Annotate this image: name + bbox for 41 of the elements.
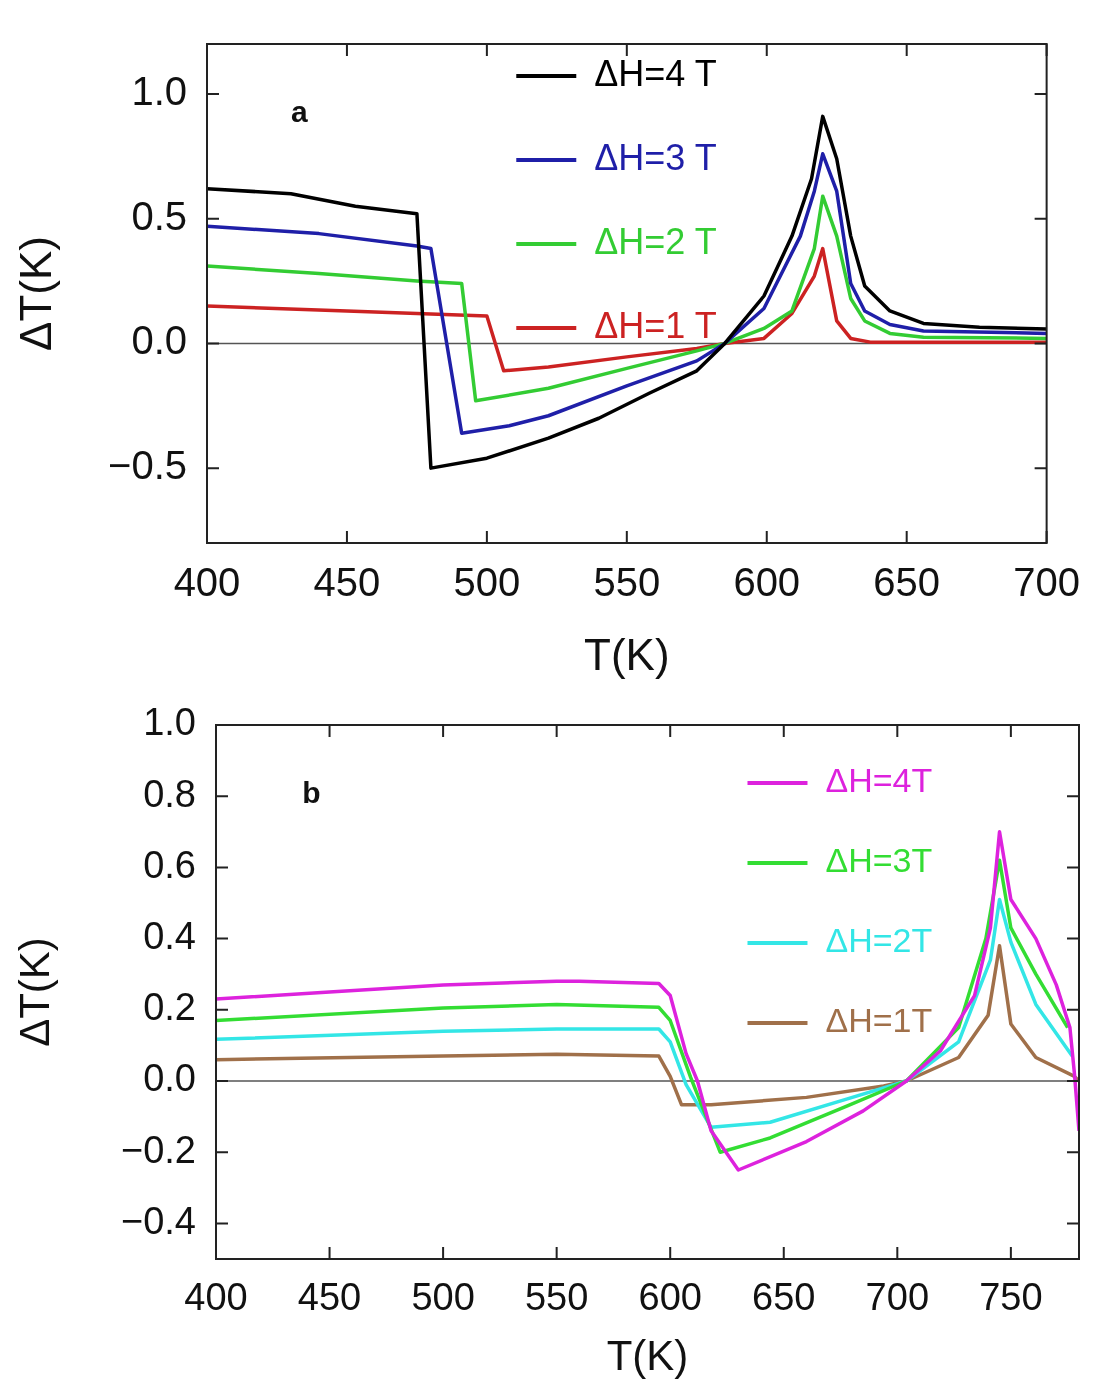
x-tick-label: 400 <box>173 560 241 605</box>
x-axis-title: T(K) <box>606 1332 689 1380</box>
y-axis-title: ΔT(K) <box>10 236 60 351</box>
legend-label: ΔH=3 T <box>594 136 717 178</box>
x-tick-label: 500 <box>453 560 521 605</box>
x-tick-label: 700 <box>1013 560 1081 605</box>
legend-label: ΔH=2T <box>825 921 933 960</box>
x-tick-label: 400 <box>184 1276 248 1319</box>
y-tick-label: 0.0 <box>131 318 187 363</box>
x-tick-label: 750 <box>979 1276 1043 1319</box>
y-tick-label: 1.0 <box>131 68 187 113</box>
legend-label: ΔH=4 T <box>594 52 717 94</box>
legend-label: ΔH=4T <box>825 761 933 800</box>
x-tick-label: 450 <box>297 1276 362 1319</box>
x-axis-title: T(K) <box>584 629 670 679</box>
x-tick-label: 650 <box>873 560 941 605</box>
y-tick-label: −0.5 <box>108 443 187 488</box>
x-tick-label: 600 <box>733 560 801 605</box>
legend-label: ΔH=1 T <box>594 304 717 346</box>
legend-label: ΔH=3T <box>825 841 933 880</box>
legend-label: ΔH=1T <box>825 1001 933 1040</box>
y-tick-label: 0.8 <box>143 772 196 815</box>
x-tick-label: 600 <box>638 1276 702 1319</box>
annotation: a <box>290 95 308 129</box>
y-tick-label: 0.4 <box>143 915 196 958</box>
x-tick-label: 550 <box>524 1276 589 1319</box>
x-tick-label: 550 <box>593 560 661 605</box>
y-tick-label: 1.0 <box>143 701 196 744</box>
y-tick-label: 0.0 <box>143 1057 196 1100</box>
x-tick-label: 700 <box>865 1276 930 1319</box>
x-tick-label: 500 <box>411 1276 475 1319</box>
y-tick-label: −0.4 <box>120 1199 196 1242</box>
y-tick-label: 0.6 <box>143 843 196 886</box>
y-tick-label: 0.2 <box>143 986 196 1029</box>
legend-label: ΔH=2 T <box>594 220 717 262</box>
y-axis-title: ΔT(K) <box>10 937 58 1047</box>
annotation: b <box>302 776 321 810</box>
y-tick-label: −0.2 <box>120 1128 196 1171</box>
y-tick-label: 0.5 <box>131 193 187 238</box>
x-tick-label: 650 <box>752 1276 816 1319</box>
x-tick-label: 450 <box>313 560 381 605</box>
